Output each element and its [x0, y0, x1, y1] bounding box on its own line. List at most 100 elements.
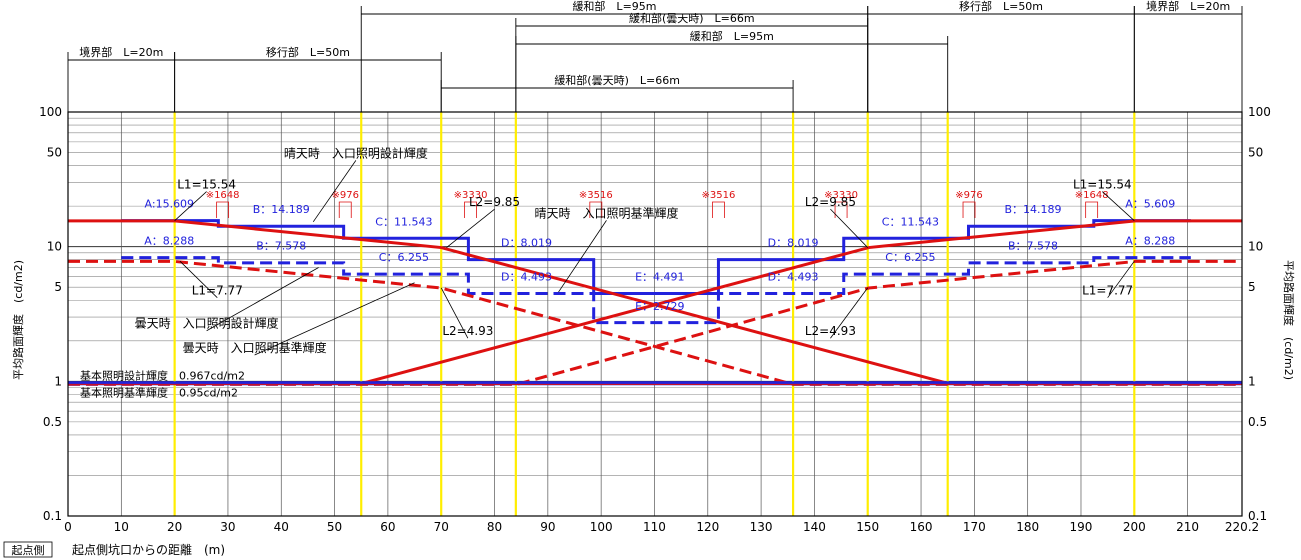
- dimension-label: 緩和部(曇天時) L=66m: [629, 11, 755, 25]
- y-tick-label-left: 0.5: [43, 415, 62, 429]
- x-tick-label: 130: [750, 520, 773, 534]
- y-tick-label-right: 50: [1248, 146, 1263, 160]
- x-tick-label: 210: [1176, 520, 1199, 534]
- y-tick-label-left: 100: [39, 105, 62, 119]
- step-label: E：2.729: [635, 300, 684, 313]
- x-tick-label: 190: [1070, 520, 1093, 534]
- x-tick-label: 20: [167, 520, 182, 534]
- y-tick-label-left: 1: [54, 374, 62, 388]
- y-tick-label-right: 10: [1248, 240, 1263, 254]
- step-label: A：8.288: [1125, 234, 1175, 247]
- plot-frame: [67, 111, 1243, 517]
- x-axis-label: 起点側坑口からの距離 (m): [72, 542, 225, 557]
- annotation-label: L1=7.77: [1082, 284, 1133, 298]
- x-tick-label: 200: [1123, 520, 1146, 534]
- x-tick-label: 70: [434, 520, 449, 534]
- annotation-label: L1=15.54: [1073, 178, 1132, 192]
- x-tick-label: 0: [64, 520, 72, 534]
- step-label: C：6.255: [885, 251, 935, 264]
- x-tick-label: 120: [696, 520, 719, 534]
- y-tick-label-right: 100: [1248, 105, 1271, 119]
- grid: [68, 112, 1242, 516]
- annotation-leader: [206, 267, 319, 332]
- ref-mark: ※3330: [824, 190, 858, 201]
- annotation-label: 曇天時 入口照明基準輝度: [183, 340, 327, 355]
- step-label: D：4.493: [501, 271, 552, 284]
- ref-bracket: [338, 201, 352, 218]
- annotation-leader: [830, 287, 869, 339]
- annotation-label: L2=9.85: [805, 195, 856, 209]
- annotations: A:15.609 B：14.189 C：11.543 D：8.019 E：4.491 D：…: [80, 145, 1175, 399]
- step-label: C：11.543: [375, 215, 432, 228]
- annotation-leader: [254, 282, 415, 356]
- annotation-label: 晴天時 入口照明基準輝度: [534, 205, 678, 220]
- ref-bracket: [1085, 201, 1099, 218]
- step-label: B：7.578: [1008, 240, 1058, 253]
- step-label: D：8.019: [501, 237, 552, 250]
- y-axis-label-right: 平均路面輝度 (cd/m2): [1282, 260, 1296, 380]
- annotation-leader: [174, 191, 207, 221]
- section-lines: [173, 112, 1136, 516]
- ref-mark: ※3516: [579, 190, 613, 201]
- annotation-leader: [312, 160, 357, 223]
- ref-mark: ※1648: [206, 190, 240, 201]
- x-tick-label: 180: [1016, 520, 1039, 534]
- dimension-label: 移行部 L=50m: [959, 0, 1043, 13]
- dimension-label: 境界部 L=20m: [79, 45, 163, 59]
- annotation-leader: [1107, 260, 1135, 298]
- y-tick-label-left: 0.1: [43, 509, 62, 523]
- y-tick-label-left: 5: [54, 280, 62, 294]
- annotation-leader: [558, 220, 607, 293]
- ref-bracket: [962, 201, 976, 218]
- series-line-0: [121, 219, 1191, 295]
- origin-box: [3, 541, 53, 558]
- dimension-label: 移行部 L=50m: [266, 45, 350, 59]
- annotation-leader: [1102, 191, 1135, 221]
- step-label: E：4.491: [635, 271, 684, 284]
- y-tick-label-right: 5: [1248, 280, 1256, 294]
- step-label: A：8.288: [144, 234, 194, 247]
- step-label: D：8.019: [768, 237, 819, 250]
- annotation-label: L2=4.93: [805, 324, 856, 338]
- x-tick-label: 90: [540, 520, 555, 534]
- x-tick-label: 100: [590, 520, 613, 534]
- x-tick-label: 150: [856, 520, 879, 534]
- y-tick-label-right: 0.5: [1248, 415, 1267, 429]
- step-label: B：14.189: [1004, 203, 1061, 216]
- dimension-label: 緩和部(曇天時) L=66m: [554, 73, 680, 87]
- ref-bracket: [216, 201, 230, 218]
- annotation-label: L1=7.77: [192, 284, 243, 298]
- x-tick-label: 10: [114, 520, 129, 534]
- step-label: C：6.255: [379, 251, 429, 264]
- dimension-label: 境界部 L=20m: [1146, 0, 1230, 13]
- ref-mark: ※976: [332, 190, 359, 201]
- axes: 0 10 20 30 40 50 60 70 80 90 100 110 120 130 140 150 160…: [3, 105, 1296, 558]
- dimension-label: 緩和部 L=95m: [572, 0, 656, 13]
- ref-mark: ※976: [955, 190, 982, 201]
- ref-mark: ※3516: [702, 190, 736, 201]
- annotation-label: L2=4.93: [442, 324, 493, 338]
- ref-bracket: [712, 201, 725, 218]
- step-label: D：4.493: [768, 271, 819, 284]
- ref-mark: ※3330: [454, 190, 488, 201]
- annotation-label: 晴天時 入口照明設計輝度: [284, 145, 428, 160]
- series-lines: [68, 219, 1242, 386]
- x-tick-label: 60: [380, 520, 395, 534]
- y-axis-label-left: 平均路面輝度 (cd/m2): [11, 260, 25, 380]
- ref-bracket: [464, 201, 477, 218]
- annotation-label: L2=9.85: [469, 195, 520, 209]
- annotation-leader: [179, 260, 218, 298]
- x-tick-label: 110: [643, 520, 666, 534]
- annotation-leader: [440, 287, 469, 339]
- y-tick-label-left: 50: [47, 146, 62, 160]
- step-label: B：7.578: [256, 240, 306, 253]
- annotation-leader: [446, 208, 495, 248]
- x-tick-label: 140: [803, 520, 826, 534]
- ref-bracket: [834, 201, 848, 218]
- step-label: A:15.609: [145, 198, 195, 211]
- x-tick-label: 30: [220, 520, 235, 534]
- y-tick-label-left: 10: [47, 240, 62, 254]
- annotation-leader: [830, 208, 869, 248]
